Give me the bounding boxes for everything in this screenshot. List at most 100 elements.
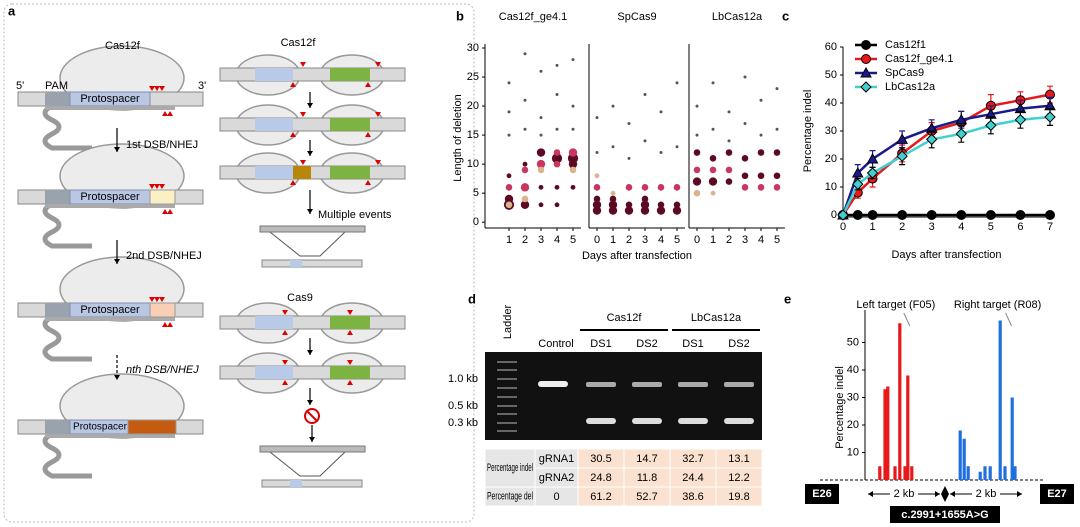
events-label: Multiple events	[318, 209, 392, 221]
product	[261, 259, 363, 268]
x-tick-label: 0	[594, 234, 600, 246]
y-axis-label: Percentage indel	[834, 366, 846, 449]
bubble	[611, 104, 615, 108]
x-tick-label: 3	[742, 234, 748, 246]
product	[290, 480, 302, 487]
table-text: 24.4	[682, 472, 703, 484]
arrow-head	[309, 437, 315, 442]
bubble	[773, 149, 781, 156]
bar	[906, 375, 910, 480]
x-tick-label: 3	[642, 234, 648, 246]
bar	[883, 389, 887, 480]
x-tick-label: 4	[554, 234, 560, 246]
y-axis-label: Percentage indel	[802, 90, 814, 173]
bubble	[536, 148, 546, 157]
bar	[983, 466, 987, 480]
arrow-head	[307, 209, 313, 214]
legend-label: LbCas12a	[885, 81, 936, 93]
bubble	[553, 149, 561, 156]
y-tick-label: 40	[825, 97, 837, 109]
bar	[910, 466, 914, 480]
band	[632, 382, 662, 387]
y-tick-label: 20	[467, 100, 479, 112]
bubble	[507, 110, 511, 114]
bubble	[608, 200, 618, 209]
band	[724, 382, 754, 387]
y-tick-label: 25	[467, 71, 479, 83]
group-label: Cas12f	[607, 312, 643, 324]
bubble	[656, 206, 666, 215]
label-bg	[890, 488, 918, 500]
bubble	[520, 200, 530, 209]
x-tick-label: 0	[694, 234, 700, 246]
bubble	[757, 184, 765, 191]
bar	[898, 323, 902, 480]
table-text: 12.2	[728, 472, 749, 484]
gel: Cas12f LbCas12a DS1 DS2 DS1 DS2 1.0 kb 0.5 kb 0.…	[448, 312, 763, 507]
bubble	[537, 166, 545, 174]
bar	[978, 471, 982, 480]
table-text: 38.6	[682, 491, 703, 503]
x-tick-label: 1	[610, 234, 616, 246]
target	[330, 118, 370, 131]
legend-marker	[860, 66, 872, 78]
cut-site	[162, 209, 168, 214]
marker	[852, 210, 863, 220]
ladder-band	[497, 369, 517, 371]
bubble	[775, 127, 779, 131]
dna	[219, 117, 406, 132]
cut-site	[300, 112, 306, 117]
bubble	[727, 110, 731, 114]
bar	[962, 438, 966, 480]
pam	[45, 190, 70, 204]
table-text: 14.7	[636, 453, 657, 465]
bar	[1003, 466, 1007, 480]
bubble	[725, 178, 733, 185]
panel-label: d	[468, 291, 476, 306]
bubble	[627, 156, 631, 160]
bubble	[594, 173, 600, 179]
bar	[998, 320, 1002, 480]
legend-label: Cas12f_ge4.1	[885, 53, 954, 65]
bubble	[506, 173, 512, 179]
bubble	[695, 133, 699, 137]
line	[841, 115, 1051, 216]
bubble	[555, 92, 559, 96]
lane-label: Control	[538, 338, 573, 350]
bubble	[505, 184, 513, 191]
dna	[219, 67, 406, 82]
cut-site	[149, 297, 155, 302]
marker	[896, 133, 908, 144]
bubble	[659, 151, 663, 155]
bubble	[539, 69, 543, 73]
bubble	[692, 177, 702, 186]
table-text: 19.8	[728, 491, 749, 503]
bubble	[757, 149, 765, 156]
bubble	[725, 149, 733, 156]
lane-label: DS1	[682, 338, 703, 350]
y-tick-label: 40	[847, 364, 859, 376]
x-tick-label: 3	[538, 234, 544, 246]
bar	[988, 466, 992, 480]
indel	[149, 302, 176, 318]
bubble	[675, 145, 679, 149]
bubble	[708, 177, 718, 186]
band	[724, 418, 754, 424]
legend-label: SpCas9	[885, 67, 924, 79]
cut-site	[290, 82, 296, 87]
cut-site	[347, 310, 353, 315]
bubble	[551, 153, 563, 164]
bubble	[520, 183, 530, 192]
x-tick-label: 2	[522, 234, 528, 246]
bubble	[521, 195, 529, 203]
strand	[45, 434, 175, 438]
bubble	[643, 92, 647, 96]
band	[538, 381, 568, 387]
ladder-band	[497, 405, 517, 407]
bubble	[504, 194, 514, 204]
x-tick-label: 5	[674, 234, 680, 246]
cut-site	[149, 86, 155, 91]
bar	[1013, 466, 1017, 480]
dna	[219, 365, 406, 380]
